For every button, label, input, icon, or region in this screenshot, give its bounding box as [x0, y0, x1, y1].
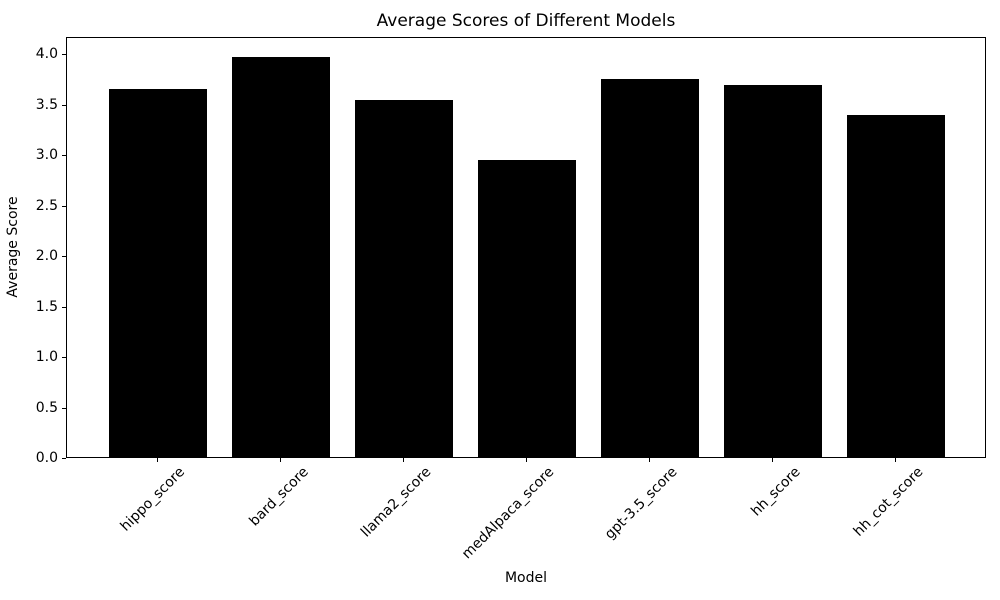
x-tick-mark	[280, 458, 281, 462]
x-tick-label-gpt-3.5_score: gpt-3.5_score	[601, 464, 681, 543]
x-tick-mark	[526, 458, 527, 462]
x-tick-mark	[157, 458, 159, 462]
x-tick-mark	[771, 458, 773, 462]
bar-llama2_score	[354, 99, 454, 457]
y-tick-mark	[62, 357, 66, 359]
x-tick-label-llama2_score: llama2_score	[357, 464, 435, 541]
y-tick-mark	[62, 54, 66, 56]
y-tick-label: 2.5	[35, 197, 58, 214]
bar-bard_score	[231, 57, 331, 457]
y-tick-label: 1.0	[35, 349, 58, 366]
y-tick-label: 4.0	[35, 46, 58, 63]
x-tick-label-hippo_score: hippo_score	[117, 464, 189, 535]
bar-hh_score	[723, 85, 823, 457]
bar-medAlpaca_score	[477, 160, 577, 457]
x-tick-mark	[894, 458, 896, 462]
y-tick-mark	[62, 306, 66, 308]
bar-hh_cot_score	[846, 114, 946, 457]
y-tick-label: 3.5	[35, 96, 58, 113]
x-tick-label-medAlpaca_score: medAlpaca_score	[459, 464, 558, 563]
x-axis-label: Model	[504, 570, 548, 586]
y-tick-mark	[62, 104, 66, 106]
y-tick-mark	[62, 155, 66, 157]
chart-title: Average Scores of Different Models	[376, 11, 676, 31]
y-tick-label: 3.0	[35, 147, 58, 164]
plot-area	[66, 37, 986, 458]
y-tick-mark	[62, 256, 66, 258]
y-tick-mark	[62, 458, 66, 459]
bar-gpt-3.5_score	[600, 79, 700, 457]
x-tick-mark	[648, 458, 650, 462]
y-tick-label: 2.0	[35, 248, 58, 265]
x-tick-label-bard_score: bard_score	[245, 464, 312, 530]
y-tick-label: 0.5	[35, 399, 58, 416]
y-tick-mark	[62, 407, 66, 409]
x-tick-mark	[403, 458, 404, 462]
bar-hippo_score	[108, 88, 208, 457]
x-tick-label-hh_score: hh_score	[747, 464, 804, 520]
x-tick-label-hh_cot_score: hh_cot_score	[850, 464, 927, 540]
y-tick-label: 0.0	[35, 450, 58, 466]
y-tick-mark	[62, 205, 66, 207]
y-tick-label: 1.5	[35, 298, 58, 315]
